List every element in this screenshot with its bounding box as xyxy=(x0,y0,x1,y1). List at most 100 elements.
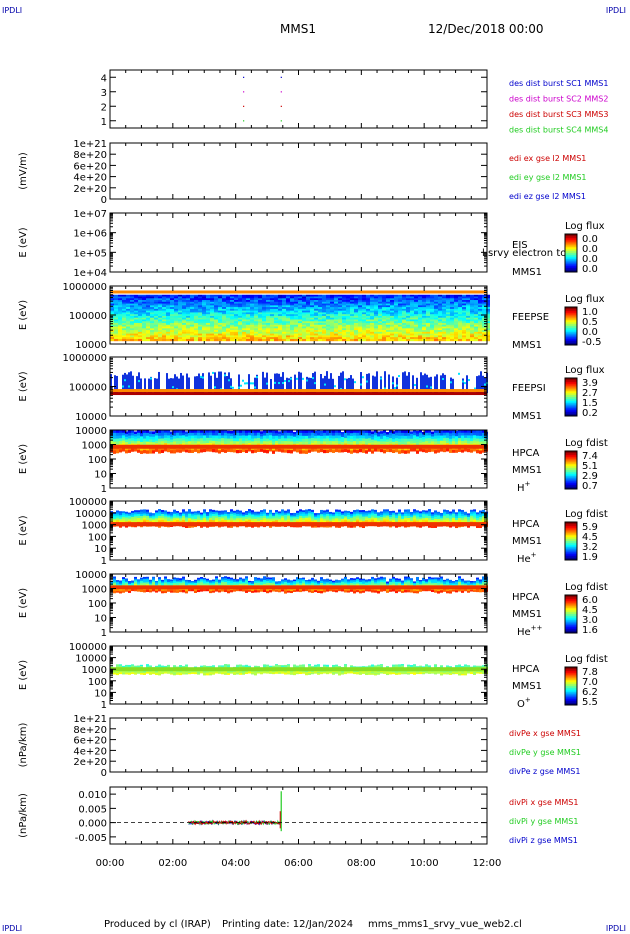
colorbar-cell xyxy=(565,326,577,329)
heatmap-cell xyxy=(302,296,306,299)
heatmap-cell xyxy=(428,438,431,442)
heatmap-cell xyxy=(245,441,248,445)
heatmap-cell xyxy=(114,326,118,329)
heatmap-cell xyxy=(218,303,222,306)
heatmap-cell xyxy=(458,448,461,452)
heatmap-cell xyxy=(390,315,394,319)
heatmap-cell xyxy=(216,377,218,394)
heatmap-cell xyxy=(218,510,221,514)
heatmap-cell xyxy=(138,324,142,328)
heatmap-cell xyxy=(122,305,126,308)
heatmap-cell xyxy=(270,330,274,333)
heatmap-cell xyxy=(410,448,413,452)
heatmap-cell xyxy=(210,338,214,342)
heatmap-cell xyxy=(407,432,410,437)
heatmap-cell xyxy=(138,298,142,301)
heatmap-cell xyxy=(338,300,342,303)
heatmap-cell xyxy=(140,522,143,527)
heatmap-cell xyxy=(467,435,470,439)
heatmap-cell xyxy=(338,375,340,394)
heatmap-cell xyxy=(203,435,206,439)
heatmap-cell xyxy=(438,300,442,303)
heatmap-cell xyxy=(474,324,478,328)
heatmap-cell xyxy=(125,515,128,519)
heatmap-cell xyxy=(305,430,308,434)
heatmap-cell xyxy=(122,301,126,305)
heatmap-cell xyxy=(334,305,338,308)
heatmap-cell xyxy=(302,447,305,451)
heatmap-cell xyxy=(346,326,350,329)
heatmap-cell xyxy=(470,303,474,306)
heatmap-cell xyxy=(290,330,294,333)
heatmap-cell xyxy=(414,312,418,315)
heatmap-cell xyxy=(450,381,452,384)
heatmap-cell xyxy=(418,333,422,336)
heatmap-cell xyxy=(251,430,254,434)
heatmap-cell xyxy=(294,330,298,333)
heatmap-cell xyxy=(149,515,152,519)
heatmap-cell xyxy=(322,317,326,320)
heatmap-cell xyxy=(338,321,342,324)
heatmap-cell xyxy=(206,432,209,436)
heatmap-cell xyxy=(110,440,113,445)
heatmap-cell xyxy=(462,333,466,336)
heatmap-cell xyxy=(420,372,422,394)
heatmap-cell xyxy=(482,317,486,320)
heatmap-cell xyxy=(224,374,226,377)
heatmap-cell xyxy=(170,515,173,518)
heatmap-cell xyxy=(356,375,358,394)
heatmap-cell xyxy=(170,444,173,449)
footer-printing-date: Printing date: 12/Jan/2024 xyxy=(222,919,354,930)
heatmap-cell xyxy=(390,333,394,336)
heatmap-cell xyxy=(426,321,430,324)
heatmap-cell xyxy=(118,296,122,299)
heatmap-cell xyxy=(398,331,402,335)
heatmap-cell xyxy=(188,520,191,524)
heatmap-cell xyxy=(414,331,418,335)
heatmap-cell xyxy=(150,298,154,301)
heatmap-cell xyxy=(306,308,310,312)
heatmap-cell xyxy=(206,522,209,527)
colorbar-cell xyxy=(565,481,577,484)
heatmap-cell xyxy=(182,435,185,439)
heatmap-cell xyxy=(434,294,438,297)
heatmap-cell xyxy=(416,430,419,435)
heatmap-cell xyxy=(474,315,478,319)
heatmap-cell xyxy=(395,438,398,442)
heatmap-cell xyxy=(392,441,395,445)
heatmap-cell xyxy=(122,294,126,297)
heatmap-cell xyxy=(406,375,408,394)
heatmap-cell xyxy=(166,305,170,308)
heatmap-cell xyxy=(210,323,214,326)
heatmap-cell xyxy=(430,376,432,394)
heatmap-cell xyxy=(438,328,442,331)
heatmap-cell xyxy=(450,315,454,319)
heatmap-cell xyxy=(233,441,236,445)
colorbar-cell xyxy=(565,262,577,265)
heatmap-cell xyxy=(155,516,158,519)
heatmap-cell xyxy=(452,432,455,437)
heatmap-cell xyxy=(390,294,394,297)
heatmap-cell xyxy=(434,444,437,449)
heatmap-cell xyxy=(374,444,377,449)
legend-entry: des dist burst SC2 MMS2 xyxy=(509,95,608,104)
heatmap-cell xyxy=(338,323,342,326)
heatmap-cell xyxy=(226,315,230,319)
heatmap-cell xyxy=(274,319,278,322)
y-tick-label: 1e+04 xyxy=(73,268,107,279)
heatmap-cell xyxy=(402,307,406,310)
heatmap-cell xyxy=(406,331,410,335)
heatmap-cell xyxy=(245,511,248,514)
heatmap-cell xyxy=(194,520,197,524)
heatmap-cell xyxy=(131,516,134,520)
heatmap-cell xyxy=(170,331,174,335)
heatmap-cell xyxy=(162,376,164,394)
heatmap-cell xyxy=(350,294,354,297)
heatmap-cell xyxy=(438,307,442,310)
heatmap-cell xyxy=(390,338,394,342)
heatmap-cell xyxy=(162,305,166,308)
heatmap-cell xyxy=(214,337,218,340)
heatmap-cell xyxy=(356,432,359,437)
heatmap-cell xyxy=(182,444,185,449)
heatmap-cell xyxy=(246,298,250,301)
